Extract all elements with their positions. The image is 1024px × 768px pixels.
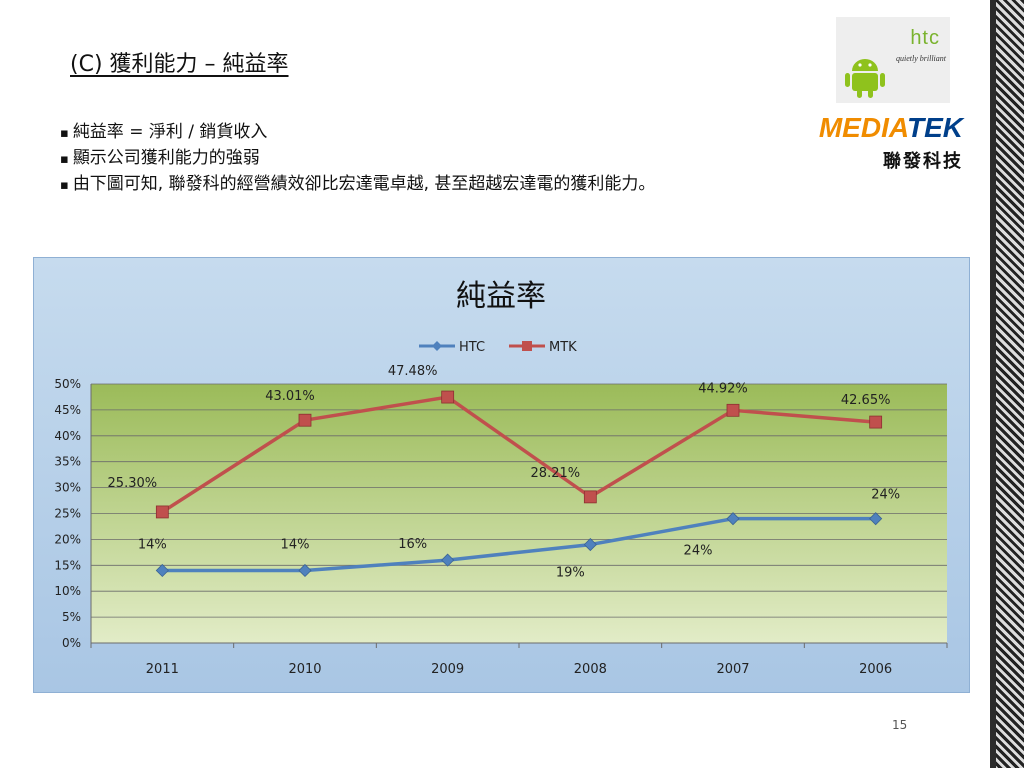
- mediatek-logo-word: MEDIATEK: [818, 112, 963, 143]
- data-point: [155, 505, 169, 519]
- legend-label: HTC: [459, 340, 485, 355]
- series-line: [161, 395, 876, 514]
- bullet-item: 顯示公司獲利能力的強弱: [60, 146, 655, 172]
- decorative-edge-strip: [990, 0, 1024, 768]
- y-tick-label: 5%: [62, 610, 81, 624]
- data-point: [155, 563, 169, 578]
- data-label: 24%: [871, 488, 900, 503]
- x-tick-label: 2010: [288, 662, 321, 677]
- x-tick-label: 2009: [431, 662, 464, 677]
- mediatek-logo: MEDIATEK 聯發科技: [758, 112, 963, 172]
- data-label: 19%: [556, 566, 585, 581]
- data-point: [583, 490, 597, 504]
- data-label: 44.92%: [698, 381, 748, 396]
- legend-label: MTK: [549, 340, 577, 355]
- y-tick-label: 20%: [54, 532, 81, 546]
- y-tick-label: 45%: [54, 403, 81, 417]
- data-point: [869, 415, 883, 429]
- data-point: [298, 413, 312, 427]
- series-line: [162, 516, 876, 573]
- y-tick-label: 15%: [54, 558, 81, 572]
- line-chart: 純益率 0% 5% 10% 15% 20% 25% 30% 35% 40% 45% 50% 2011 20…: [54, 279, 948, 677]
- y-tick-label: 25%: [54, 507, 81, 521]
- bullet-list: 純益率 = 淨利 / 銷貨收入 顯示公司獲利能力的強弱 由下圖可知, 聯發科的經…: [60, 120, 656, 198]
- data-label: 43.01%: [265, 389, 315, 404]
- data-point: [726, 512, 740, 526]
- y-tick-label: 10%: [54, 584, 81, 598]
- page-number: 15: [892, 718, 908, 732]
- chart-title: 純益率: [456, 279, 546, 314]
- x-tick-label: 2007: [716, 662, 749, 677]
- y-tick-label: 40%: [54, 429, 81, 443]
- mediatek-logo-chinese: 聯發科技: [883, 151, 963, 172]
- data-point: [726, 403, 740, 417]
- slide-title: (C) 獲利能力 – 純益率: [70, 52, 289, 77]
- y-tick-label: 0%: [62, 636, 81, 650]
- data-label: 24%: [684, 544, 713, 559]
- x-tick-label: 2008: [574, 662, 607, 677]
- y-tick-label: 35%: [54, 455, 81, 469]
- htc-logo-word: htc: [910, 27, 940, 49]
- x-tick-label: 2011: [146, 662, 179, 677]
- data-label: 47.48%: [388, 364, 438, 379]
- data-label: 14%: [138, 537, 167, 552]
- data-label: 28.21%: [531, 466, 581, 481]
- y-tick-label: 30%: [54, 481, 81, 495]
- data-label: 25.30%: [108, 476, 158, 491]
- data-point: [441, 390, 455, 404]
- htc-logo: htc quietly brilliant: [836, 17, 950, 103]
- android-robot-icon: [845, 59, 885, 98]
- data-point: [298, 563, 312, 578]
- htc-logo-tagline: quietly brilliant: [896, 54, 946, 63]
- legend-marker: [522, 341, 532, 351]
- x-tick-label: 2006: [859, 662, 892, 677]
- chart-area: 純益率 0% 5% 10% 15% 20% 25% 30% 35% 40% 45% 50% 2011 20…: [33, 257, 970, 693]
- data-label: 14%: [281, 537, 310, 552]
- data-label: 42.65%: [841, 393, 891, 408]
- bullet-item: 由下圖可知, 聯發科的經營績效卻比宏達電卓越, 甚至超越宏達電的獲利能力。: [60, 172, 656, 198]
- data-point: [869, 512, 883, 526]
- y-tick-label: 50%: [54, 377, 81, 391]
- legend-marker: [432, 341, 442, 351]
- data-point: [441, 553, 455, 567]
- data-label: 16%: [398, 537, 427, 552]
- data-point: [583, 538, 597, 552]
- bullet-item: 純益率 = 淨利 / 銷貨收入: [60, 120, 655, 146]
